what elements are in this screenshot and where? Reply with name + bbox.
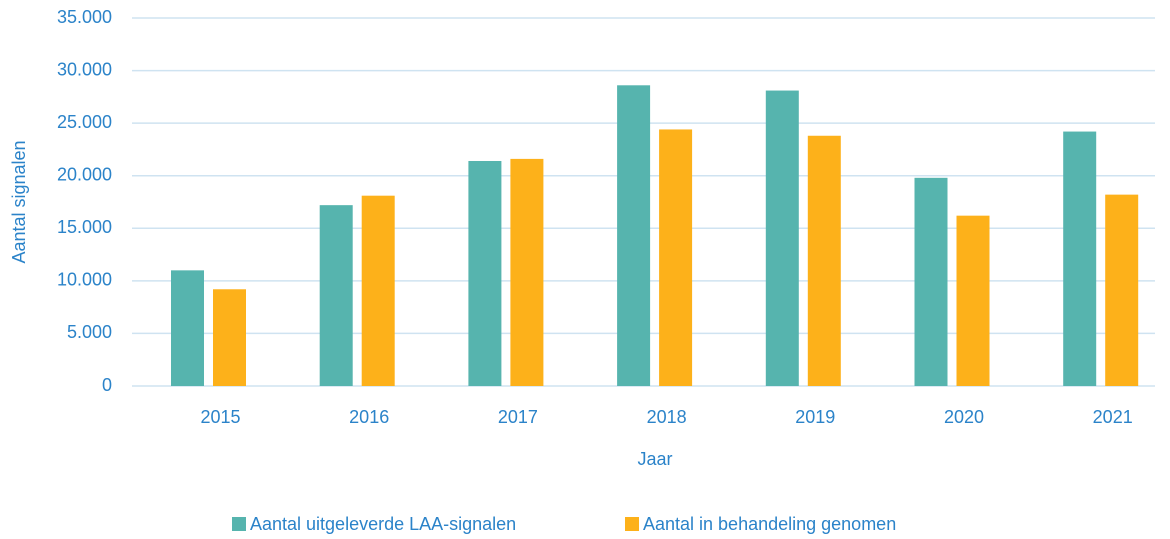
legend-swatch (232, 517, 246, 531)
y-tick-label: 0 (102, 375, 112, 395)
x-axis-title: Jaar (637, 449, 672, 469)
bar (468, 160, 502, 386)
bar (914, 177, 948, 386)
y-axis-title: Aantal signalen (9, 140, 29, 263)
bar (510, 158, 544, 386)
x-tick-label: 2021 (1093, 407, 1133, 427)
bar (956, 215, 990, 386)
y-tick-label: 5.000 (67, 322, 112, 342)
y-tick-label: 30.000 (57, 59, 112, 79)
y-tick-label: 15.000 (57, 217, 112, 237)
bar (1063, 131, 1097, 386)
x-tick-label: 2019 (795, 407, 835, 427)
x-tick-label: 2018 (647, 407, 687, 427)
y-tick-label: 10.000 (57, 270, 112, 290)
bar (319, 205, 353, 386)
legend-label: Aantal in behandeling genomen (643, 514, 896, 534)
y-tick-label: 20.000 (57, 164, 112, 184)
y-tick-label: 25.000 (57, 112, 112, 132)
x-tick-label: 2017 (498, 407, 538, 427)
y-tick-label: 35.000 (57, 7, 112, 27)
bar (807, 135, 841, 386)
bar (171, 270, 204, 386)
bar (659, 129, 693, 387)
legend-swatch (625, 517, 639, 531)
bar (1105, 194, 1139, 386)
x-tick-label: 2015 (200, 407, 240, 427)
x-tick-label: 2016 (349, 407, 389, 427)
bar (213, 289, 246, 386)
x-tick-label: 2020 (944, 407, 984, 427)
bar (361, 195, 395, 386)
legend-label: Aantal uitgeleverde LAA-signalen (250, 514, 516, 534)
bar (765, 90, 799, 386)
bar (617, 85, 651, 386)
